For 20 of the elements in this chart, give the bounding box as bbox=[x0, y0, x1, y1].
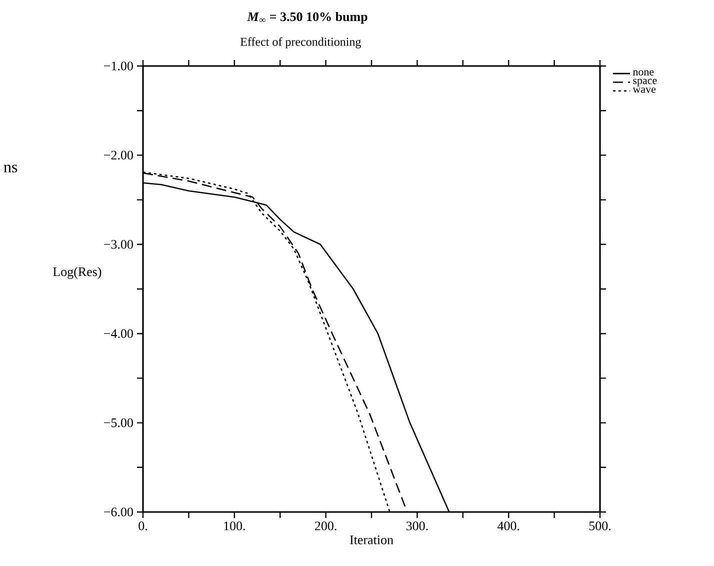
y-tick-label: −2.00 bbox=[104, 150, 133, 160]
y-tick-label: −5.00 bbox=[104, 418, 133, 428]
x-tick-label: 400. bbox=[497, 522, 520, 530]
y-tick-label: −6.00 bbox=[104, 508, 133, 516]
legend-label: wave bbox=[632, 88, 656, 93]
chart-title: M$_{∞}$ = 3.50 10% bump bbox=[247, 12, 368, 24]
x-tick-label: 300. bbox=[406, 522, 428, 530]
chart-subtitle: Effect of preconditioning bbox=[240, 37, 361, 48]
x-tick-label: 500. bbox=[589, 522, 611, 530]
x-axis-title: Iteration bbox=[350, 536, 394, 544]
text: ns bbox=[4, 164, 18, 172]
legend-label: space bbox=[633, 78, 657, 86]
y-tick-label: −4.00 bbox=[104, 329, 133, 338]
x-tick-label: 200. bbox=[314, 522, 336, 530]
y-axis-title: Log(Res) bbox=[53, 267, 102, 279]
y-tick-label: −3.00 bbox=[104, 240, 133, 249]
legend-label: none bbox=[632, 70, 654, 76]
x-tick-label: 100. bbox=[224, 522, 245, 530]
x-tick-label: 0. bbox=[138, 522, 148, 530]
y-tick-label: −1.00 bbox=[104, 62, 133, 70]
